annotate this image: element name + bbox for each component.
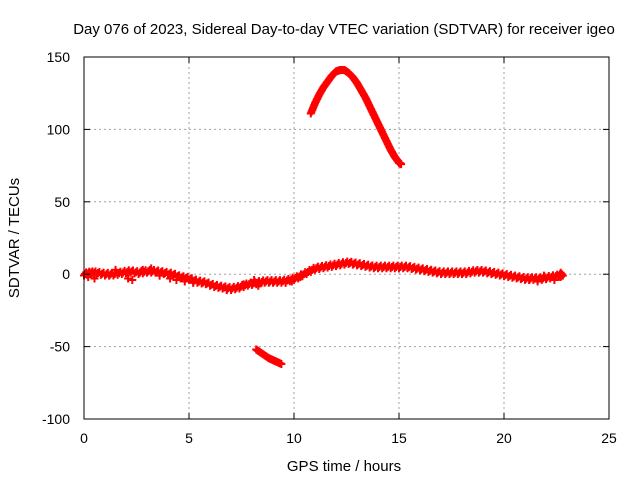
data-point-scatter xyxy=(138,265,147,274)
data-point-scatter xyxy=(550,275,559,284)
data-point-scatter xyxy=(128,275,137,284)
data-point-scatter xyxy=(533,277,542,286)
data-point-scatter xyxy=(189,278,198,287)
data-point-scatter xyxy=(147,264,156,273)
data-point-scatter xyxy=(250,275,259,284)
data-point-scatter xyxy=(155,271,164,280)
data-point-scatter xyxy=(172,275,181,284)
data-point-scatter xyxy=(539,271,548,280)
data-point-scatter xyxy=(239,280,248,289)
data-point-scatter xyxy=(90,274,99,283)
data-point-scatter xyxy=(525,275,534,284)
data-point-scatter xyxy=(254,281,263,290)
y-tick-label: -50 xyxy=(50,339,70,355)
x-tick-label: 0 xyxy=(80,430,88,446)
y-axis-label: SDTVAR / TECUs xyxy=(6,178,23,298)
data-point-scatter xyxy=(105,271,114,280)
grid-lines xyxy=(84,57,609,419)
plot-frame xyxy=(83,56,610,420)
y-tick-label: 150 xyxy=(47,49,71,65)
data-points xyxy=(80,66,567,368)
data-point-scatter xyxy=(111,265,120,274)
x-tick-label: 5 xyxy=(185,430,193,446)
x-tick-label: 20 xyxy=(496,430,512,446)
x-tick-label: 10 xyxy=(286,430,302,446)
data-point-scatter xyxy=(166,274,175,283)
data-point-scatter xyxy=(222,286,231,295)
y-tick-label: -100 xyxy=(42,411,70,427)
data-point-scatter xyxy=(180,277,189,286)
x-axis-label: GPS time / hours xyxy=(287,458,401,475)
data-point-high-arc xyxy=(397,160,406,169)
y-tick-label: 50 xyxy=(54,194,70,210)
axis-ticks: 0 5 10 15 20 25 -100 -50 0 50 100 150 xyxy=(42,49,617,446)
data-point-scatter xyxy=(296,273,305,282)
data-point-scatter xyxy=(556,268,565,277)
data-point-scatter xyxy=(287,277,296,286)
chart-title: Day 076 of 2023, Sidereal Day-to-day VTE… xyxy=(73,21,615,38)
data-point-scatter xyxy=(124,274,133,283)
x-tick-label: 15 xyxy=(391,430,407,446)
data-point-scatter xyxy=(281,278,290,287)
data-point-low-arc xyxy=(277,359,286,368)
y-tick-label: 100 xyxy=(47,121,71,137)
y-tick-label: 0 xyxy=(62,266,70,282)
x-tick-label: 25 xyxy=(601,430,617,446)
